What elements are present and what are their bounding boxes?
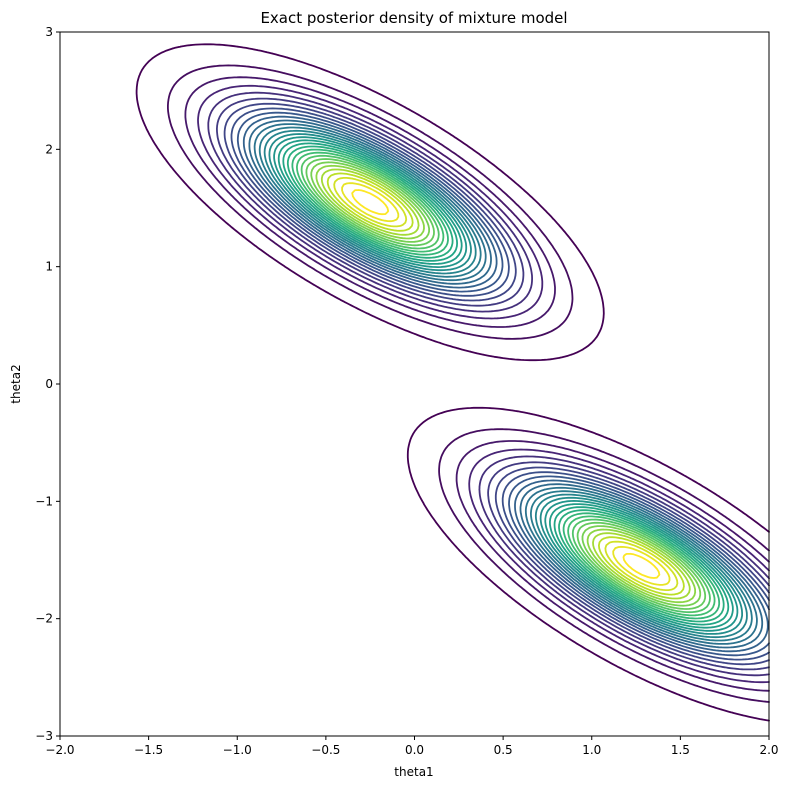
contour-level-28 — [333, 177, 679, 591]
contour-level-26 — [320, 168, 691, 600]
contour-level-10 — [242, 115, 769, 653]
x-tick-label: 0.5 — [494, 743, 513, 757]
contour-level-22 — [300, 154, 711, 614]
contour-level-14 — [263, 129, 748, 639]
contour-level-6 — [216, 97, 770, 671]
contour-level-5 — [207, 91, 770, 677]
contour-level-15 — [268, 133, 743, 635]
contour-level-16 — [273, 136, 739, 632]
y-tick-label: 2 — [45, 142, 53, 156]
contour-level-7 — [223, 102, 770, 666]
contour-level-17 — [277, 139, 734, 629]
contour-level-13 — [258, 126, 753, 642]
x-axis-ticks: −2.0 −1.5 −1.0 −0.5 0.0 0.5 1.0 1.5 2.0 — [45, 736, 779, 757]
x-tick-label: 1.5 — [671, 743, 690, 757]
contour-level-19 — [286, 145, 725, 623]
y-tick-label: −3 — [35, 729, 53, 743]
y-tick-label: −2 — [35, 612, 53, 626]
contour-level-25 — [315, 164, 697, 604]
contour-lines — [135, 43, 770, 722]
x-tick-label: 0.0 — [405, 743, 424, 757]
contour-level-11 — [248, 119, 764, 649]
y-tick-label: 0 — [45, 377, 53, 391]
contour-level-12 — [253, 123, 758, 645]
contour-level-4 — [197, 84, 770, 684]
contour-level-27 — [326, 172, 685, 596]
contour-level-3 — [184, 76, 770, 692]
y-tick-label: −1 — [35, 494, 53, 508]
contour-level-20 — [291, 148, 721, 620]
y-tick-label: 1 — [45, 260, 53, 274]
chart-title: Exact posterior density of mixture model — [260, 9, 567, 27]
contour-level-18 — [282, 142, 730, 626]
x-axis-label: theta1 — [394, 765, 433, 779]
contour-level-29 — [341, 182, 671, 586]
contour-level-2 — [167, 64, 770, 703]
contour-level-21 — [296, 151, 716, 617]
contour-level-9 — [236, 111, 770, 657]
contour-level-8 — [230, 107, 770, 661]
contour-level-24 — [310, 161, 702, 607]
contour-level-23 — [305, 158, 707, 610]
x-tick-label: −0.5 — [311, 743, 340, 757]
y-tick-label: 3 — [45, 25, 53, 39]
x-tick-label: 1.0 — [582, 743, 601, 757]
x-tick-label: 2.0 — [759, 743, 778, 757]
x-tick-label: −2.0 — [45, 743, 74, 757]
x-tick-label: −1.0 — [223, 743, 252, 757]
y-axis-ticks: −3 −2 −1 0 1 2 3 — [35, 25, 60, 743]
x-tick-label: −1.5 — [134, 743, 163, 757]
contour-level-1 — [135, 43, 770, 722]
y-axis-label: theta2 — [9, 364, 23, 403]
contour-level-30 — [351, 189, 661, 579]
